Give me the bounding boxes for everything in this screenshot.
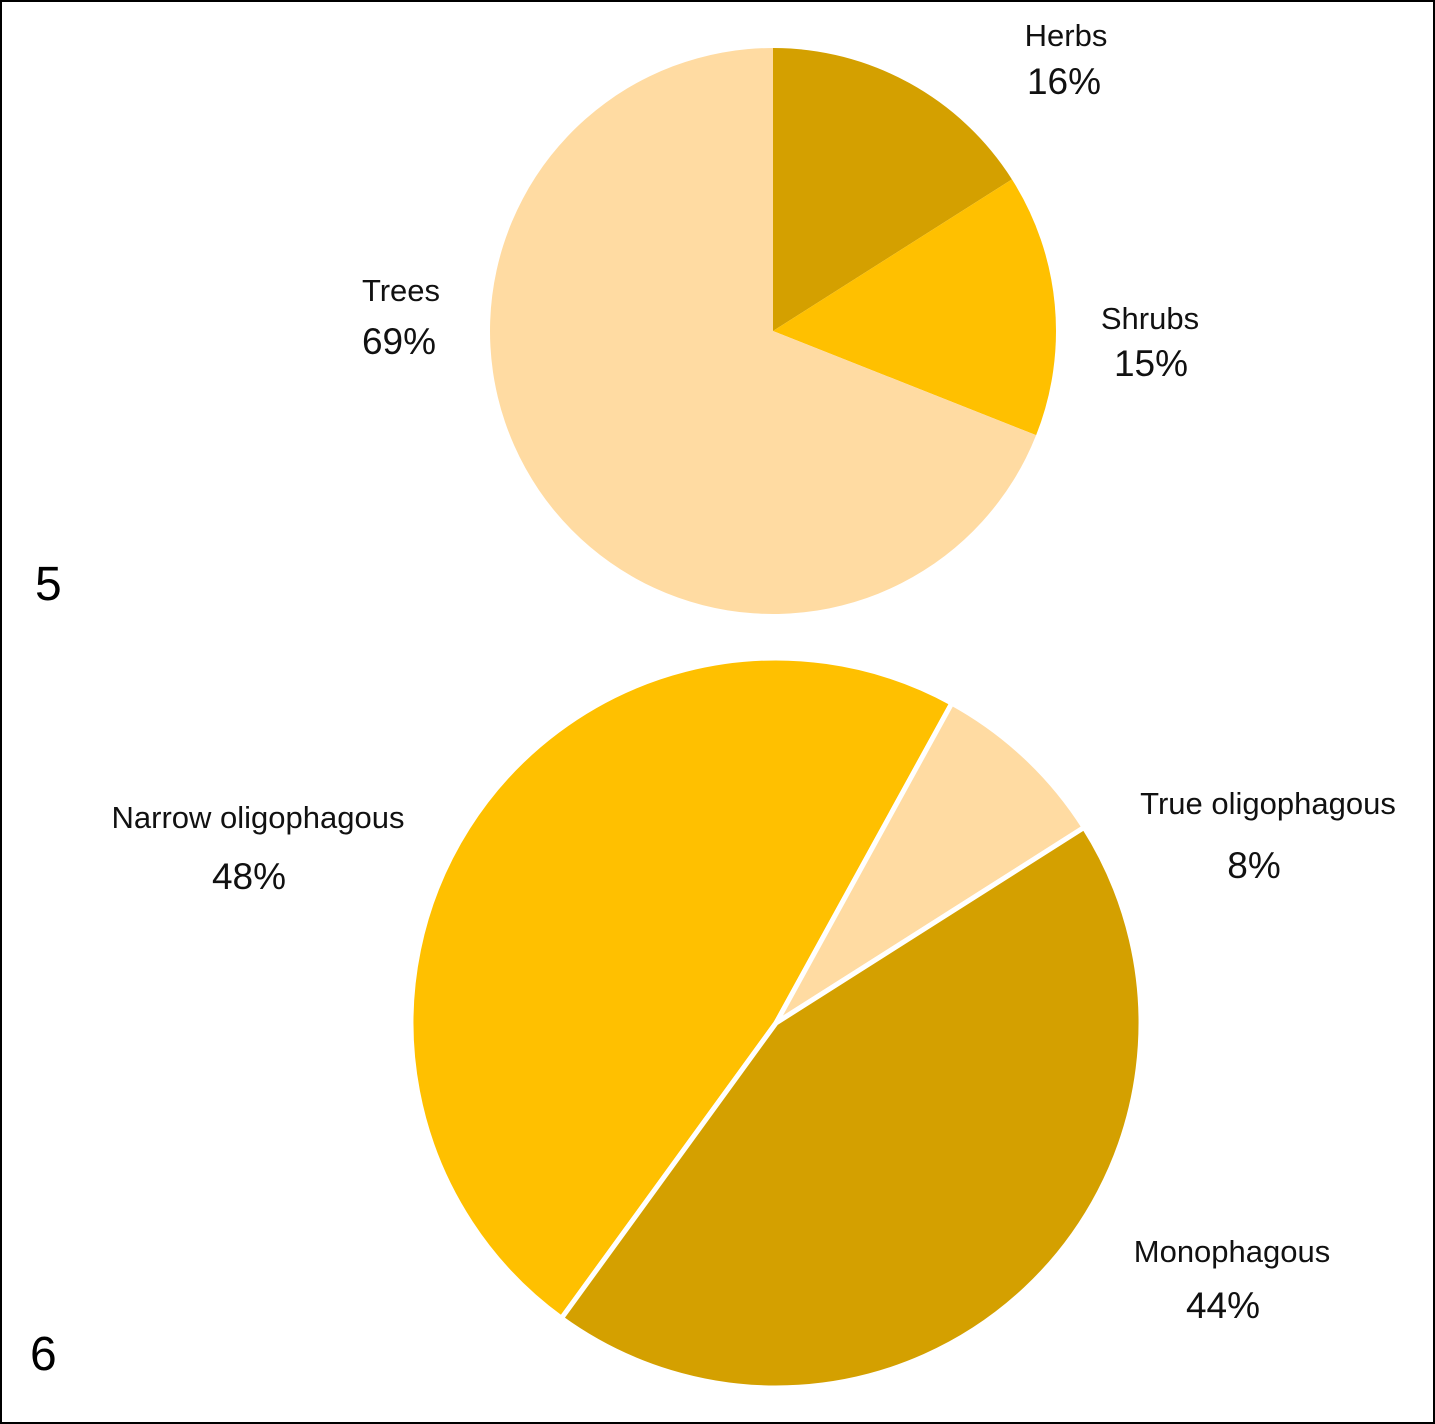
pie-chart-plant-type: Herbs 16% Shrubs 15% Trees 69% 5 [35,18,1199,614]
panel-label-5: 5 [35,558,62,611]
slice-value-monophagous: 44% [1186,1285,1260,1326]
slice-value-trees: 69% [362,321,436,362]
slice-value-true-oligophagous: 8% [1227,845,1280,886]
slice-value-herbs: 16% [1027,61,1101,102]
slice-label-shrubs: Shrubs [1101,301,1199,336]
pie-slice-true-oligophagous [773,700,1087,1026]
slice-value-shrubs: 15% [1114,343,1188,384]
pie-slice-herbs [773,48,1012,331]
slice-value-narrow-oligophagous: 48% [212,856,286,897]
panel-label-6: 6 [30,1328,57,1381]
slice-label-trees: Trees [362,273,440,308]
pie-slice-shrubs [773,179,1057,436]
pie-slice-narrow-oligophagous [408,655,955,1321]
pie-chart-feeding-specialization: Narrow oligophagous 48% True oligophagou… [30,655,1396,1391]
pie-0-slices [490,47,1057,614]
slice-label-herbs: Herbs [1025,18,1108,53]
pie-slice-trees [490,47,1037,614]
slice-label-monophagous: Monophagous [1134,1234,1331,1269]
slice-label-narrow-oligophagous: Narrow oligophagous [112,800,405,835]
pie-slice-monophagous [558,824,1144,1391]
pie-1-slices [408,655,1144,1391]
slice-label-true-oligophagous: True oligophagous [1140,786,1396,821]
